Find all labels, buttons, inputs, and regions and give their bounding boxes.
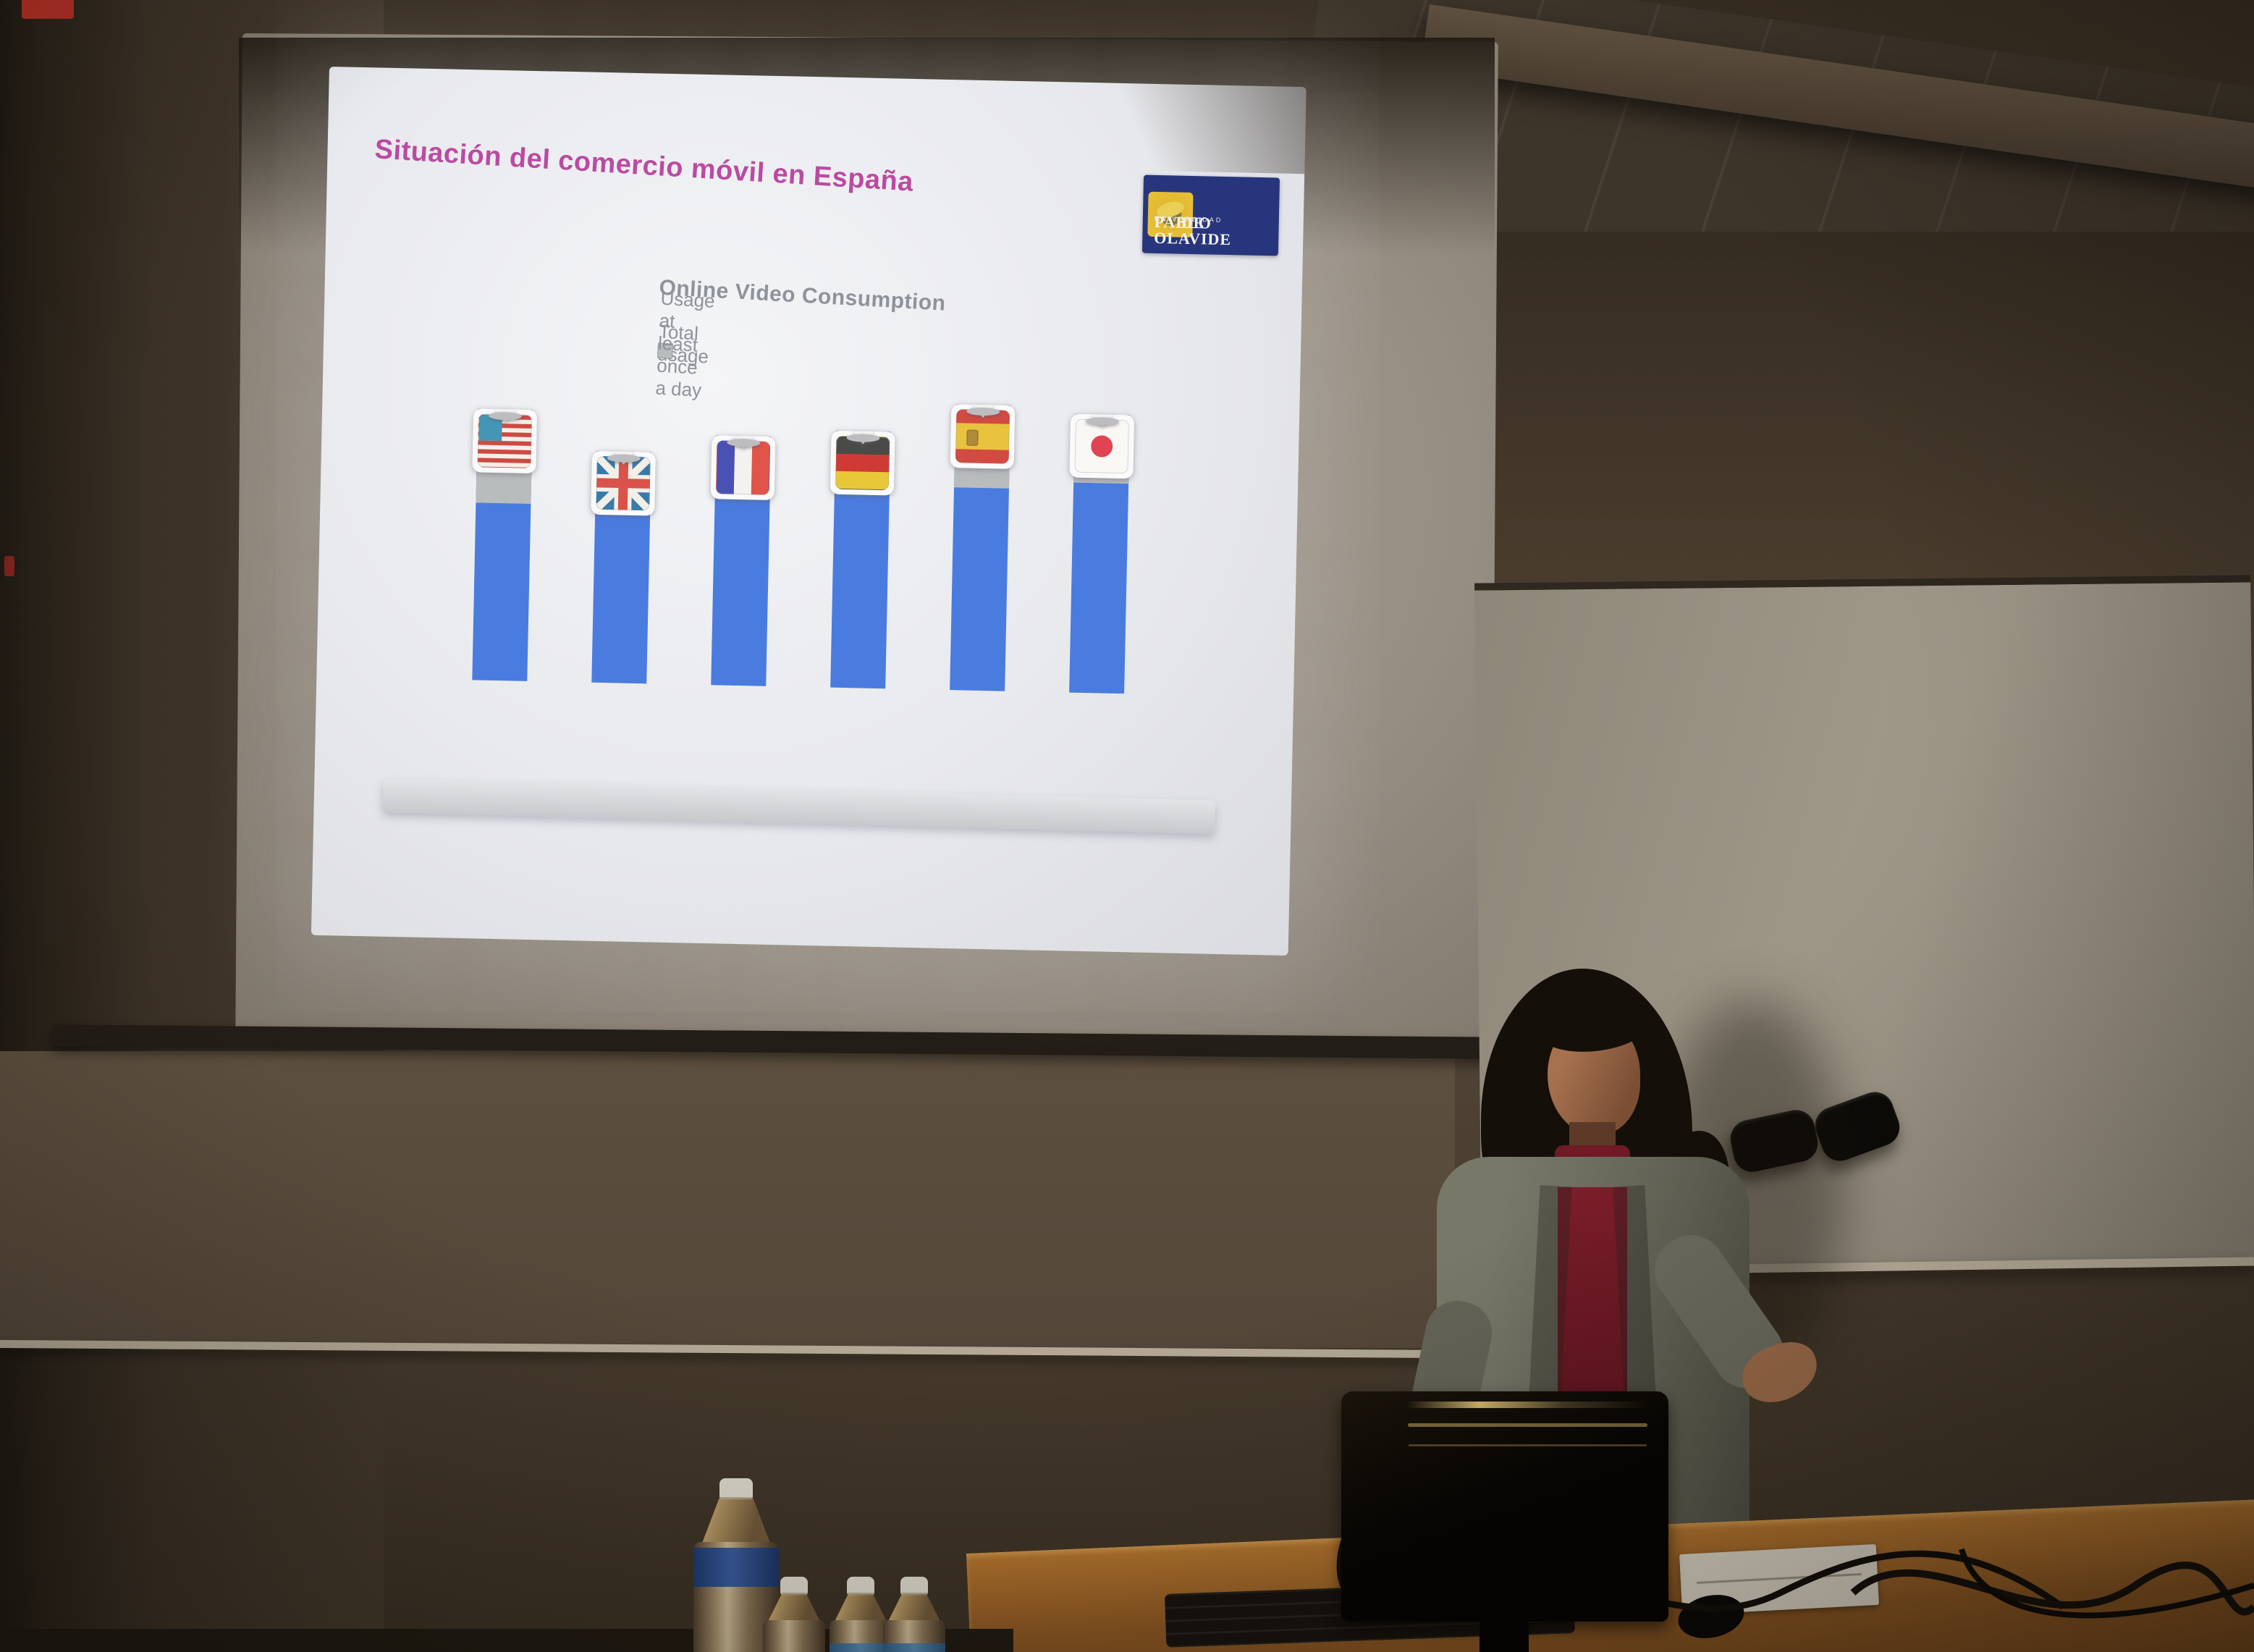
bottle-label bbox=[693, 1548, 779, 1587]
bottle-body bbox=[763, 1620, 825, 1652]
water-bottle-small bbox=[883, 1577, 945, 1652]
bar-group: 79% 23% bbox=[925, 403, 1041, 691]
water-bottle-small bbox=[830, 1577, 892, 1652]
bar-group: 64% 10% bbox=[566, 450, 682, 684]
bottle-cap bbox=[900, 1577, 928, 1596]
bottle-label bbox=[883, 1643, 945, 1652]
bottle-neck bbox=[887, 1594, 941, 1622]
bottle-cap bbox=[847, 1577, 874, 1596]
chart-platform bbox=[382, 778, 1216, 834]
bottle-neck bbox=[701, 1499, 771, 1543]
monitor-stand bbox=[1480, 1620, 1529, 1652]
wall-above-whiteboard bbox=[1473, 232, 2254, 594]
bottle-neck bbox=[767, 1594, 821, 1622]
bar-group: 77% 19% bbox=[1044, 413, 1160, 694]
bar-group: 75% 26% bbox=[447, 408, 563, 681]
bottle-cap bbox=[780, 1577, 808, 1596]
wall-under-screen bbox=[0, 1051, 1455, 1348]
bar-group: 71% 11% bbox=[806, 430, 921, 689]
bottle-cap bbox=[719, 1478, 753, 1500]
monitor-back bbox=[1341, 1391, 1668, 1622]
bottle-label bbox=[830, 1643, 892, 1652]
water-bottle-small bbox=[763, 1577, 825, 1652]
bar-group: 69% 17% bbox=[685, 434, 801, 686]
red-marker bbox=[4, 556, 14, 576]
cables bbox=[1336, 1533, 2254, 1619]
bar-plot: 75% 26% 64% 10% 69% 17% bbox=[311, 67, 1307, 956]
red-object bbox=[22, 0, 74, 19]
projected-slide: Situación del comercio móvil en España U… bbox=[311, 67, 1307, 956]
